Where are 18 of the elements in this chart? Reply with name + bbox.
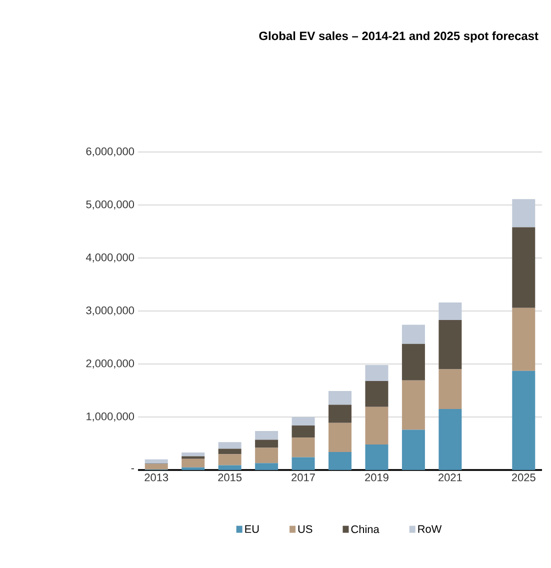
y-tick-label: 4,000,000 (86, 253, 134, 263)
x-tick-label: 2019 (365, 474, 388, 482)
x-tick-label: 2013 (144, 474, 168, 482)
x-tick-label: 2021 (438, 474, 462, 482)
x-tick-label: 2015 (218, 474, 242, 482)
legend-label: EU (245, 525, 259, 533)
y-tick-label: 5,000,000 (86, 200, 134, 210)
chart-title: Global EV sales – 2014-21 and 2025 spot forecast (259, 31, 538, 43)
legend-label: China (351, 525, 380, 534)
legend-label: US (298, 525, 312, 533)
x-tick-label: 2017 (292, 474, 315, 482)
y-tick-label: 3,000,000 (86, 306, 134, 316)
legend-label: RoW (418, 525, 442, 533)
y-tick-label: - (131, 468, 134, 470)
y-tick-label: 6,000,000 (86, 147, 134, 157)
y-tick-label: 2,000,000 (86, 359, 134, 369)
y-tick-label: 1,000,000 (86, 412, 134, 422)
x-tick-label: 2025 (512, 474, 536, 482)
